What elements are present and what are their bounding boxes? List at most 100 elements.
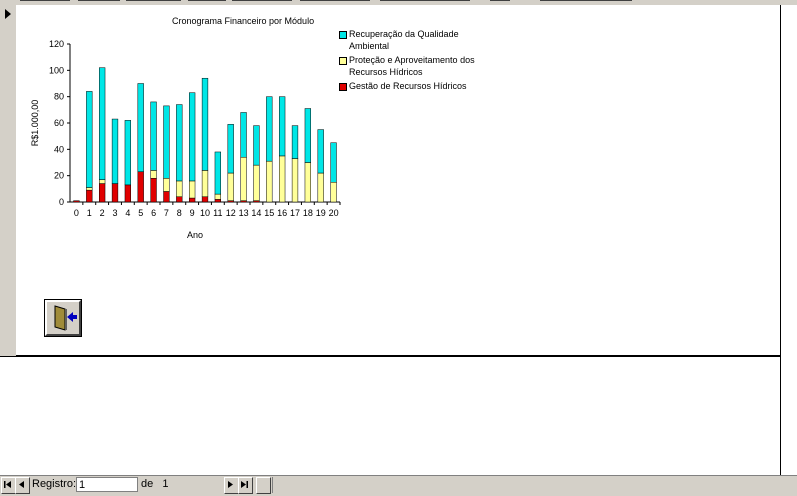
bar-segment [112,184,118,202]
x-tick-label: 17 [290,208,300,218]
y-axis-label: R$1.000,00 [30,100,40,147]
bar-segment [292,159,298,202]
x-tick-label: 13 [239,208,249,218]
bar-segment [99,180,105,184]
bar-segment [202,197,208,202]
bar-segment [189,181,195,198]
record-selector[interactable] [0,5,17,356]
bar-segment [241,112,247,157]
toolbar-segment [490,0,510,4]
bar-segment [241,157,247,200]
bar-segment [189,93,195,181]
bar-segment [215,194,221,199]
next-record-button[interactable] [224,477,239,494]
toolbar-segment [540,0,632,4]
bar-segment [215,199,221,202]
x-tick-label: 20 [329,208,339,218]
current-record-arrow-icon [5,9,11,19]
last-record-icon [239,478,250,491]
previous-record-icon [16,478,27,491]
bar-segment [112,119,118,184]
new-record-button[interactable] [256,477,271,494]
bar-segment [318,130,324,173]
bar-segment [176,197,182,202]
total-records: 1 [162,478,168,490]
bar-segment [331,182,337,202]
x-tick-label: 14 [251,208,261,218]
bar-segment [266,97,272,162]
bar-segment [279,156,285,202]
bar-segment [164,191,170,202]
x-tick-label: 3 [112,208,117,218]
last-record-button[interactable] [238,477,253,494]
bar-segment [99,184,105,202]
chart-legend: Recuperação da Qualidade Ambiental Prote… [339,28,499,94]
legend-label: Gestão de Recursos Hídricos [349,81,467,91]
chart-title: Cronograma Financeiro por Módulo [172,16,314,26]
next-record-icon [225,478,236,491]
legend-swatch [339,57,347,65]
x-tick-label: 19 [316,208,326,218]
bar-segment [215,152,221,194]
bar-segment [176,105,182,181]
section-divider [0,356,781,357]
bar-segment [305,163,311,203]
legend-item: Proteção e Aproveitamento dos Recursos H… [339,54,499,78]
bar-segment [151,102,157,170]
x-axis-label: Ano [187,230,203,240]
bar-segment [305,109,311,163]
y-tick-label: 100 [49,65,64,75]
x-tick-label: 1 [87,208,92,218]
x-tick-label: 12 [226,208,236,218]
bar-segment [164,106,170,178]
x-tick-label: 11 [213,208,222,218]
exit-button[interactable] [45,300,81,336]
bar-segment [228,173,234,201]
form-right-margin [781,5,797,475]
record-navigation-bar: Registro: 1 de 1 [0,475,797,496]
x-tick-label: 16 [277,208,287,218]
bar-segment [202,170,208,196]
bar-segment [151,170,157,178]
horizontal-scrollbar[interactable] [272,477,797,493]
legend-label: Recuperação da Qualidade Ambiental [349,29,459,51]
toolbar-segment [232,0,292,4]
y-tick-label: 20 [54,171,64,181]
y-tick-label: 60 [54,118,64,128]
x-tick-label: 9 [190,208,195,218]
x-tick-label: 6 [151,208,156,218]
x-tick-label: 7 [164,208,169,218]
bar-segment [86,188,92,191]
x-tick-label: 10 [200,208,210,218]
toolbar-segment [20,0,70,4]
y-tick-label: 80 [54,92,64,102]
record-total-text: de 1 [139,477,223,492]
x-tick-label: 5 [138,208,143,218]
bar-segment [86,91,92,187]
x-tick-label: 18 [303,208,313,218]
bar-segment [125,120,131,185]
bar-segment [164,178,170,191]
of-label: de [141,478,153,490]
bar-segment [266,161,272,202]
exit-door-icon [47,302,79,334]
toolbar-segment [126,0,181,4]
legend-item: Recuperação da Qualidade Ambiental [339,28,499,52]
toolbar-segment [300,0,370,4]
bar-segment [86,190,92,202]
bar-segment [254,165,260,201]
toolbar-segment [380,0,470,4]
x-tick-label: 2 [100,208,105,218]
legend-swatch [339,31,347,39]
bar-segment [138,172,144,202]
bar-segment [202,78,208,170]
x-tick-label: 8 [177,208,182,218]
legend-label: Proteção e Aproveitamento dos Recursos H… [349,55,475,77]
previous-record-button[interactable] [15,477,30,494]
bar-segment [331,143,337,183]
record-number-field[interactable]: 1 [76,477,138,492]
bar-segment [318,173,324,202]
bar-segment [138,84,144,172]
y-tick-label: 0 [59,197,64,207]
first-record-button[interactable] [1,477,16,494]
